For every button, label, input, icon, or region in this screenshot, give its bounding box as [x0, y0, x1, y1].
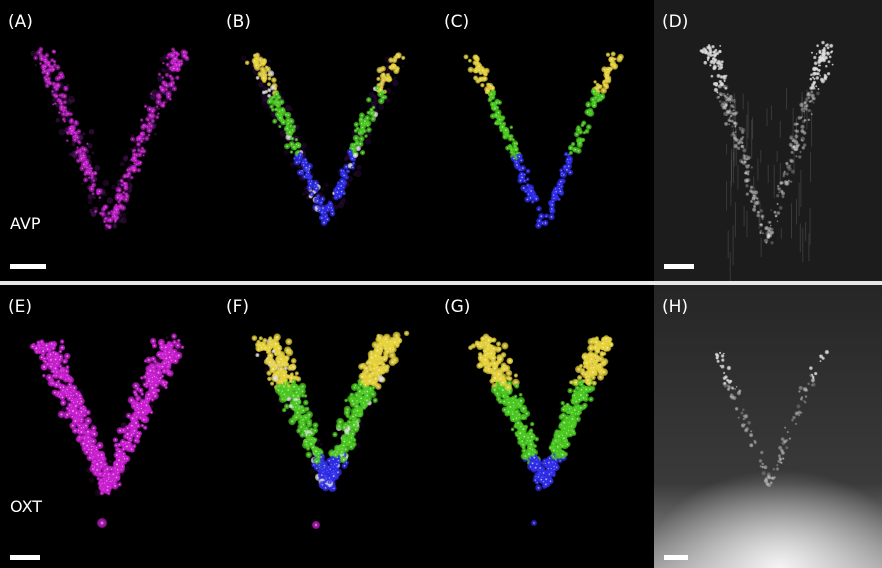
panel-b: (B)	[218, 0, 436, 281]
panel-h: (H)	[654, 285, 882, 568]
panel-d-label: (D)	[662, 12, 689, 32]
panel-f-label: (F)	[226, 297, 250, 317]
panel-e-image	[29, 333, 185, 528]
panel-d: (D)	[654, 0, 882, 281]
panel-a: (A) AVP	[0, 0, 218, 281]
panel-c-image	[463, 51, 624, 229]
panel-b-label: (B)	[226, 12, 251, 32]
panel-c-label: (C)	[444, 12, 470, 32]
scale-bar-d	[664, 264, 694, 269]
panel-a-image	[30, 46, 190, 231]
row-label-oxt: OXT	[10, 497, 43, 516]
panel-a-label: (A)	[8, 12, 33, 32]
panel-h-image	[654, 285, 882, 568]
panel-f: (F)	[218, 285, 436, 568]
panel-h-label: (H)	[662, 297, 689, 317]
panel-g-label: (G)	[444, 297, 471, 317]
scale-bar-e	[10, 555, 40, 560]
panel-d-image	[654, 0, 882, 281]
panel-b-image	[241, 52, 406, 226]
panel-f-image	[251, 330, 410, 529]
scale-bar-a	[10, 264, 46, 269]
scale-bar-h	[664, 555, 688, 560]
panel-g: (G)	[436, 285, 654, 568]
panel-e-label: (E)	[8, 297, 33, 317]
panel-e: (E) OXT	[0, 285, 218, 568]
row-divider	[0, 281, 882, 285]
panel-g-image	[468, 333, 614, 526]
panel-c: (C)	[436, 0, 654, 281]
row-label-avp: AVP	[10, 214, 41, 233]
